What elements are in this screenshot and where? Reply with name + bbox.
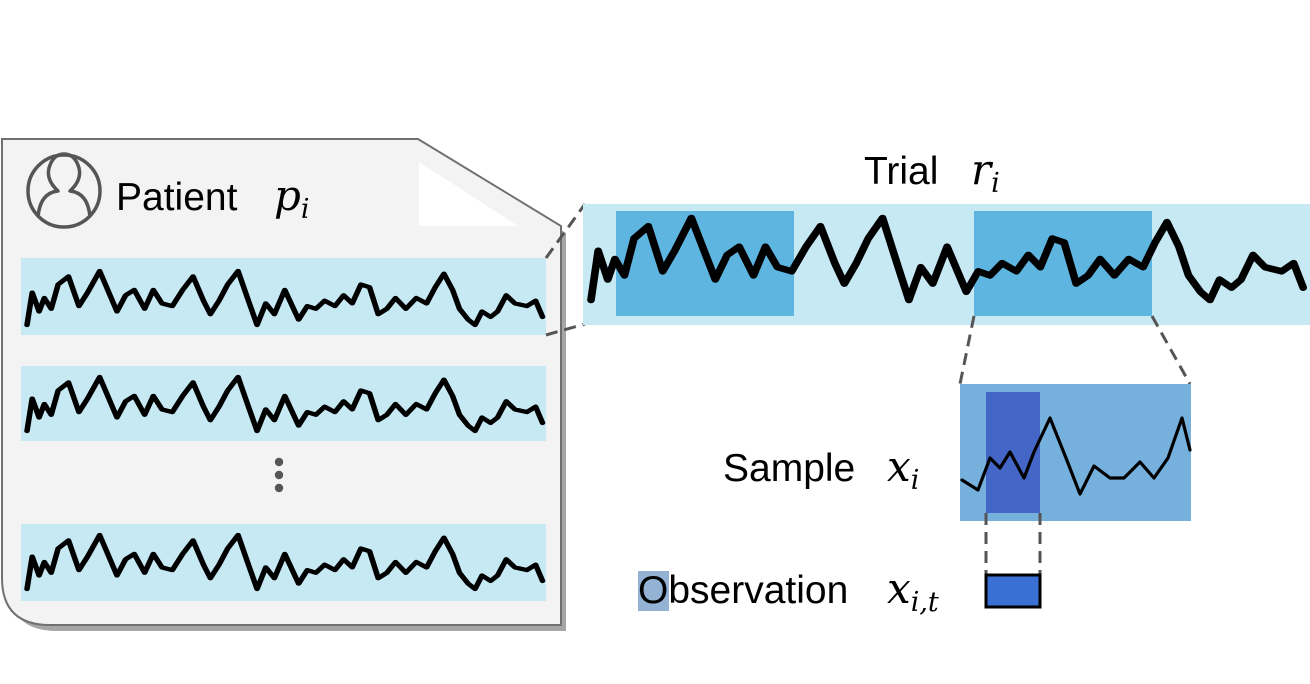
observation-window	[986, 392, 1040, 513]
sample-label: Sample	[723, 447, 855, 490]
patient-symbol-subscript: i	[301, 194, 310, 225]
patient-trial-row-2	[21, 366, 546, 441]
sample-symbol-subscript: i	[911, 465, 920, 496]
trial-symbol-main: r	[971, 145, 994, 194]
zoom-connector-sample	[958, 315, 1192, 385]
trial-symbol-subscript: i	[991, 168, 1000, 199]
sample-box	[960, 384, 1192, 521]
patient-symbol: pi	[274, 171, 310, 225]
trial-signal	[583, 204, 1310, 325]
trial-symbol: ri	[971, 145, 1000, 199]
sample-symbol-main: x	[887, 442, 911, 491]
observation-symbol: xi,t	[887, 564, 939, 618]
patient-trial-row-1	[21, 258, 546, 335]
patient-symbol-main: p	[274, 171, 301, 220]
user-avatar-icon	[26, 152, 102, 229]
observation-symbol-main: x	[887, 564, 911, 613]
zoom-connector-trial	[544, 203, 587, 337]
patient-trial-row-3	[21, 524, 546, 601]
observation-label: Observation	[638, 569, 848, 612]
patient-label: Patient	[116, 176, 238, 219]
zoom-connector-observation	[984, 513, 1042, 575]
patient-document: Patient pi	[1, 138, 566, 631]
observation-glyph	[984, 573, 1042, 609]
folded-corner-icon	[419, 162, 518, 226]
sample-symbol: xi	[887, 442, 919, 496]
observation-legend-patch	[638, 571, 669, 611]
trial-label: Trial	[864, 150, 938, 193]
observation-symbol-subscript: i,t	[911, 587, 939, 618]
sample-waveform	[960, 416, 1192, 496]
vertical-ellipsis-icon	[274, 457, 284, 493]
